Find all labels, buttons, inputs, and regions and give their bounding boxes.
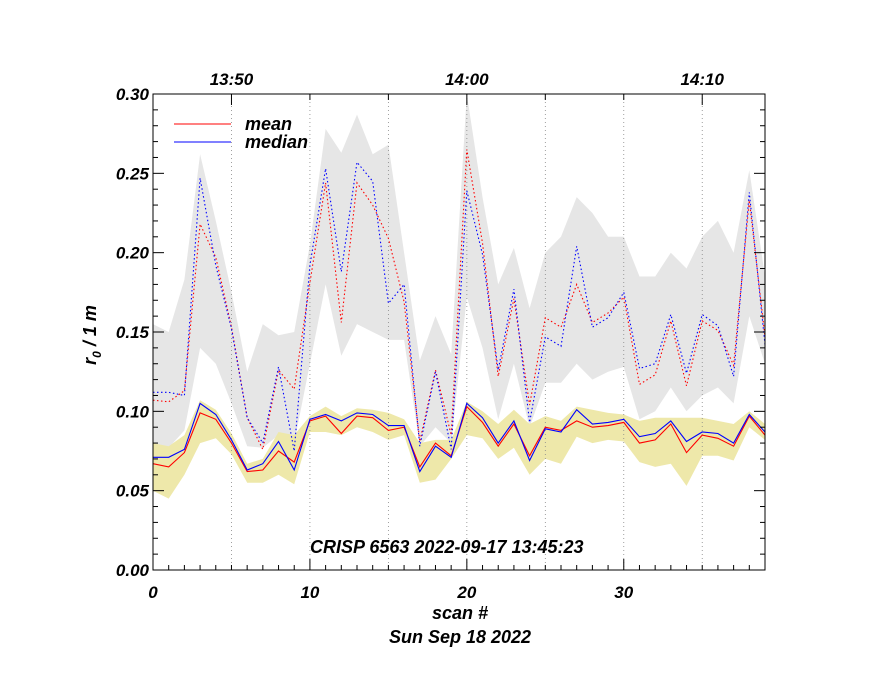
series-line-median-high-band: [153, 160, 766, 452]
y-tick-label: 0.30: [116, 85, 150, 104]
date-label: Sun Sep 18 2022: [389, 627, 531, 647]
band-high-spread: [153, 94, 765, 448]
y-tick-label: 0.25: [116, 164, 150, 183]
y-tick-label: 0.05: [116, 482, 150, 501]
x-tick-label: 20: [456, 583, 476, 602]
legend: mean median: [174, 114, 308, 152]
spread-bands: [153, 94, 765, 499]
x-tick-label: 10: [300, 583, 319, 602]
x-tick-label: 0: [148, 583, 158, 602]
legend-label-mean: mean: [245, 114, 292, 134]
legend-label-median: median: [245, 132, 308, 152]
axis-tick-labels: 0 10 20 30 13:50 14:00 14:10 0.00 0.05 0.10 0.15 0.…: [116, 70, 725, 602]
x-axis-title: scan #: [432, 603, 488, 623]
series-lines: [152, 149, 766, 473]
y-tick-label: 0.10: [116, 402, 150, 421]
top-time-label: 13:50: [210, 70, 254, 89]
y-tick-label: 0.20: [116, 244, 150, 263]
time-gridlines: [231, 94, 703, 570]
series-line-mean-high-band: [152, 149, 766, 452]
chart-annotation: CRISP 6563 2022-09-17 13:45:23: [310, 537, 584, 557]
axis-ticks: [152, 93, 766, 571]
top-time-label: 14:00: [445, 70, 489, 89]
top-time-label: 14:10: [680, 70, 724, 89]
x-tick-label: 30: [614, 583, 633, 602]
y-tick-label: 0.15: [116, 323, 150, 342]
y-tick-label: 0.00: [116, 561, 150, 580]
y-axis-title: r0 / 1 m: [80, 305, 104, 365]
series-line-median-low-band: [153, 402, 766, 473]
